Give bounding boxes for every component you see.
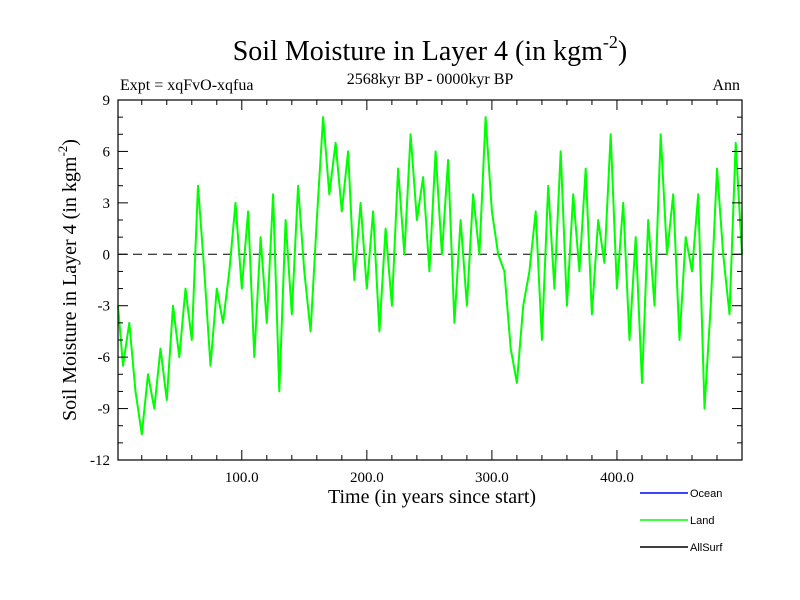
- y-tick-label: -9: [98, 402, 111, 418]
- x-axis-label: Time (in years since start): [328, 486, 536, 508]
- y-tick-label: 6: [103, 144, 111, 160]
- x-tick-label: 300.0: [475, 470, 509, 486]
- chart-subtitle: 2568kyr BP - 0000kyr BP: [347, 71, 514, 88]
- y-tick-label: -12: [90, 453, 110, 469]
- y-tick-label: 0: [103, 247, 111, 263]
- plot-area: 9 6 3 0 -3 -6 -9 -12 100.0 200.0 300.0 400.0: [90, 93, 743, 486]
- y-axis-label: Soil Moisture in Layer 4 (in kgm-2): [55, 139, 81, 421]
- legend-label-allsurf: AllSurf: [690, 542, 723, 554]
- season-label: Ann: [712, 77, 740, 94]
- x-tick-label: 400.0: [600, 470, 634, 486]
- x-tick-label: 200.0: [350, 470, 384, 486]
- experiment-label: Expt = xqFvO-xqfua: [120, 77, 253, 94]
- series-line-land: [117, 116, 743, 436]
- chart-title: Soil Moisture in Layer 4 (in kgm-2): [233, 32, 628, 67]
- legend: Ocean Land AllSurf: [640, 488, 723, 554]
- y-tick-label: 9: [103, 93, 111, 109]
- plot-frame: [117, 99, 743, 461]
- y-tick-label: -6: [98, 350, 111, 366]
- y-tick-label: 3: [103, 196, 111, 212]
- y-tick-label: -3: [98, 299, 111, 315]
- x-tick-label: 100.0: [225, 470, 259, 486]
- legend-label-ocean: Ocean: [690, 488, 722, 500]
- legend-label-land: Land: [690, 515, 714, 527]
